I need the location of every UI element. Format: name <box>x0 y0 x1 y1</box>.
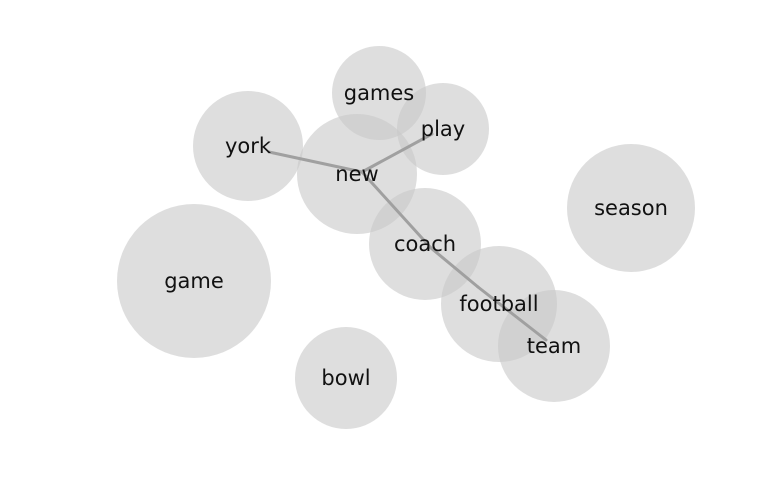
word-label-games: games <box>344 81 415 105</box>
link-football-team <box>476 285 548 342</box>
bubble-york <box>193 91 303 201</box>
bubble-season <box>567 144 695 272</box>
word-label-york: york <box>225 134 272 158</box>
word-label-team: team <box>527 334 581 358</box>
word-label-play: play <box>421 117 465 141</box>
link-new-play <box>360 132 434 174</box>
bubble-play <box>397 83 489 175</box>
link-york-new <box>267 150 364 174</box>
word-label-football: football <box>459 292 538 316</box>
bubble-team <box>498 290 610 402</box>
bubble-bowl <box>295 327 397 429</box>
bubble-game <box>117 204 271 358</box>
bubbles-layer <box>117 46 695 429</box>
link-coach-football <box>429 246 480 289</box>
word-label-bowl: bowl <box>321 366 370 390</box>
word-label-season: season <box>594 196 668 220</box>
word-label-game: game <box>164 269 224 293</box>
word-label-new: new <box>335 162 378 186</box>
word-label-coach: coach <box>394 232 456 256</box>
links-layer <box>267 132 548 342</box>
link-new-coach <box>360 170 433 250</box>
